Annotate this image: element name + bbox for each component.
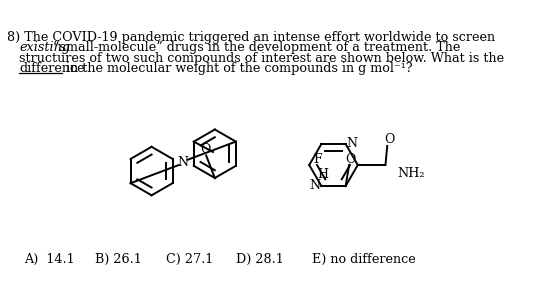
Text: D) 28.1: D) 28.1: [235, 253, 283, 266]
Text: C) 27.1: C) 27.1: [166, 253, 214, 266]
Text: E) no difference: E) no difference: [312, 253, 416, 266]
Text: NH₂: NH₂: [398, 167, 425, 180]
Text: N: N: [346, 137, 357, 150]
Text: in the molecular weight of the compounds in g mol⁻¹?: in the molecular weight of the compounds…: [63, 62, 413, 75]
Text: B) 26.1: B) 26.1: [95, 253, 142, 266]
Text: A)  14.1: A) 14.1: [24, 253, 75, 266]
Text: “small-molecule” drugs in the development of a treatment. The: “small-molecule” drugs in the developmen…: [49, 41, 461, 54]
Text: N: N: [178, 156, 189, 169]
Text: O: O: [346, 153, 356, 166]
Text: O: O: [384, 133, 394, 146]
Text: 8) The COVID-19 pandemic triggered an intense effort worldwide to screen: 8) The COVID-19 pandemic triggered an in…: [7, 31, 495, 44]
Text: structures of two such compounds of interest are shown below. What is the: structures of two such compounds of inte…: [19, 52, 504, 65]
Text: existing: existing: [19, 41, 70, 54]
Text: F: F: [314, 153, 322, 166]
Text: difference: difference: [19, 62, 85, 75]
Text: H: H: [317, 168, 329, 181]
Text: O: O: [200, 143, 211, 156]
Text: N: N: [310, 180, 321, 192]
